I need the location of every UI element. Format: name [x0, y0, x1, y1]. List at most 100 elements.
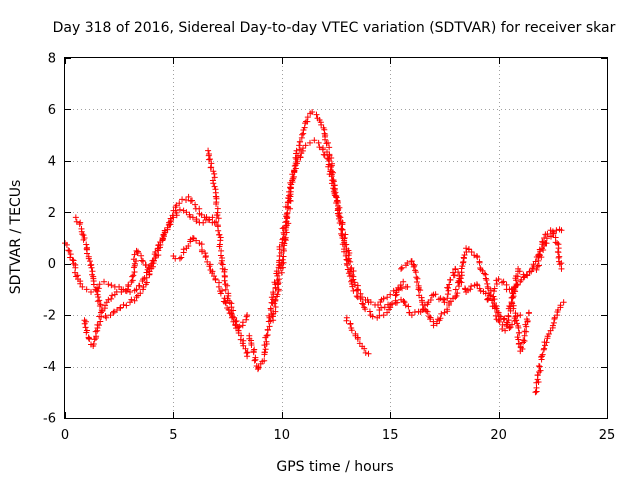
x-tick-label: 20 [490, 428, 507, 443]
data-point [468, 249, 475, 256]
y-tick-label: 0 [48, 257, 56, 272]
data-point [239, 319, 246, 326]
data-point [517, 312, 524, 319]
data-point [344, 262, 351, 269]
data-point [232, 318, 239, 325]
data-point [133, 286, 140, 293]
data-point [272, 304, 279, 311]
data-point [179, 196, 186, 203]
data-point [108, 295, 115, 302]
data-point [350, 267, 357, 274]
data-point [328, 171, 335, 178]
data-point [384, 294, 391, 301]
y-tick-label: -2 [43, 309, 56, 324]
data-point [90, 340, 97, 347]
data-point [118, 289, 125, 295]
data-point [433, 320, 440, 327]
data-point [94, 298, 101, 305]
data-point [164, 226, 171, 233]
data-point [71, 269, 78, 276]
data-point [490, 288, 497, 295]
x-tick-label: 5 [169, 428, 177, 443]
data-point [230, 307, 237, 314]
data-point [202, 254, 209, 261]
plot-frame [64, 57, 608, 419]
data-point [524, 272, 531, 279]
y-axis-label: SDTVAR / TECUs [8, 180, 24, 295]
data-point [454, 290, 461, 297]
data-point [212, 276, 219, 283]
data-point [306, 139, 313, 146]
data-point [481, 270, 488, 277]
data-point [84, 250, 91, 257]
data-point [129, 273, 136, 280]
series-track-m [532, 299, 567, 396]
data-point [427, 316, 434, 323]
data-point [185, 193, 192, 200]
data-point [218, 260, 225, 267]
data-point [542, 240, 549, 247]
data-point [376, 312, 383, 319]
data-point [491, 285, 498, 292]
data-point [534, 263, 541, 270]
data-point [198, 211, 205, 218]
x-tick-label: 25 [599, 428, 616, 443]
data-point [130, 256, 137, 263]
data-point [541, 235, 548, 241]
data-point [539, 238, 546, 245]
data-point [280, 245, 287, 252]
data-point [86, 336, 93, 343]
data-point [66, 247, 73, 254]
series-track-e [205, 147, 251, 334]
data-point [94, 284, 101, 291]
data-point [539, 239, 546, 246]
data-point [117, 305, 124, 312]
data-point [304, 114, 311, 121]
data-point [404, 283, 411, 290]
series-track-h [343, 314, 372, 357]
data-point [211, 170, 218, 177]
data-point [426, 313, 433, 320]
data-point [131, 260, 138, 267]
data-point [459, 263, 466, 270]
data-point [296, 142, 303, 149]
data-point [510, 305, 517, 312]
data-point [93, 287, 100, 294]
x-tick-label: 15 [382, 428, 399, 443]
data-point [502, 327, 509, 334]
data-point [483, 277, 490, 284]
data-point [279, 264, 286, 271]
data-point [432, 291, 439, 298]
data-point [347, 258, 354, 265]
data-point [437, 295, 444, 302]
data-point [81, 320, 88, 327]
data-point [554, 248, 561, 255]
data-point [224, 282, 231, 289]
data-point [445, 287, 452, 294]
data-point [98, 307, 105, 313]
data-point [430, 322, 437, 329]
data-point [293, 156, 300, 163]
data-point [532, 258, 539, 265]
data-point [97, 318, 104, 325]
data-point [289, 179, 296, 186]
data-point [229, 313, 236, 320]
data-point [553, 227, 560, 234]
data-point [402, 302, 409, 309]
data-point [138, 257, 145, 264]
data-point [400, 298, 407, 305]
data-point [83, 329, 90, 336]
data-point [380, 295, 387, 302]
data-point [367, 299, 374, 306]
data-point [266, 323, 273, 330]
data-point [474, 254, 481, 261]
data-point [535, 378, 542, 385]
data-point [338, 221, 345, 228]
data-point [556, 261, 563, 268]
data-point [269, 313, 276, 320]
data-point [404, 260, 411, 267]
data-point [497, 313, 504, 320]
data-point [447, 277, 454, 284]
data-point [169, 212, 176, 219]
data-point [133, 247, 140, 254]
